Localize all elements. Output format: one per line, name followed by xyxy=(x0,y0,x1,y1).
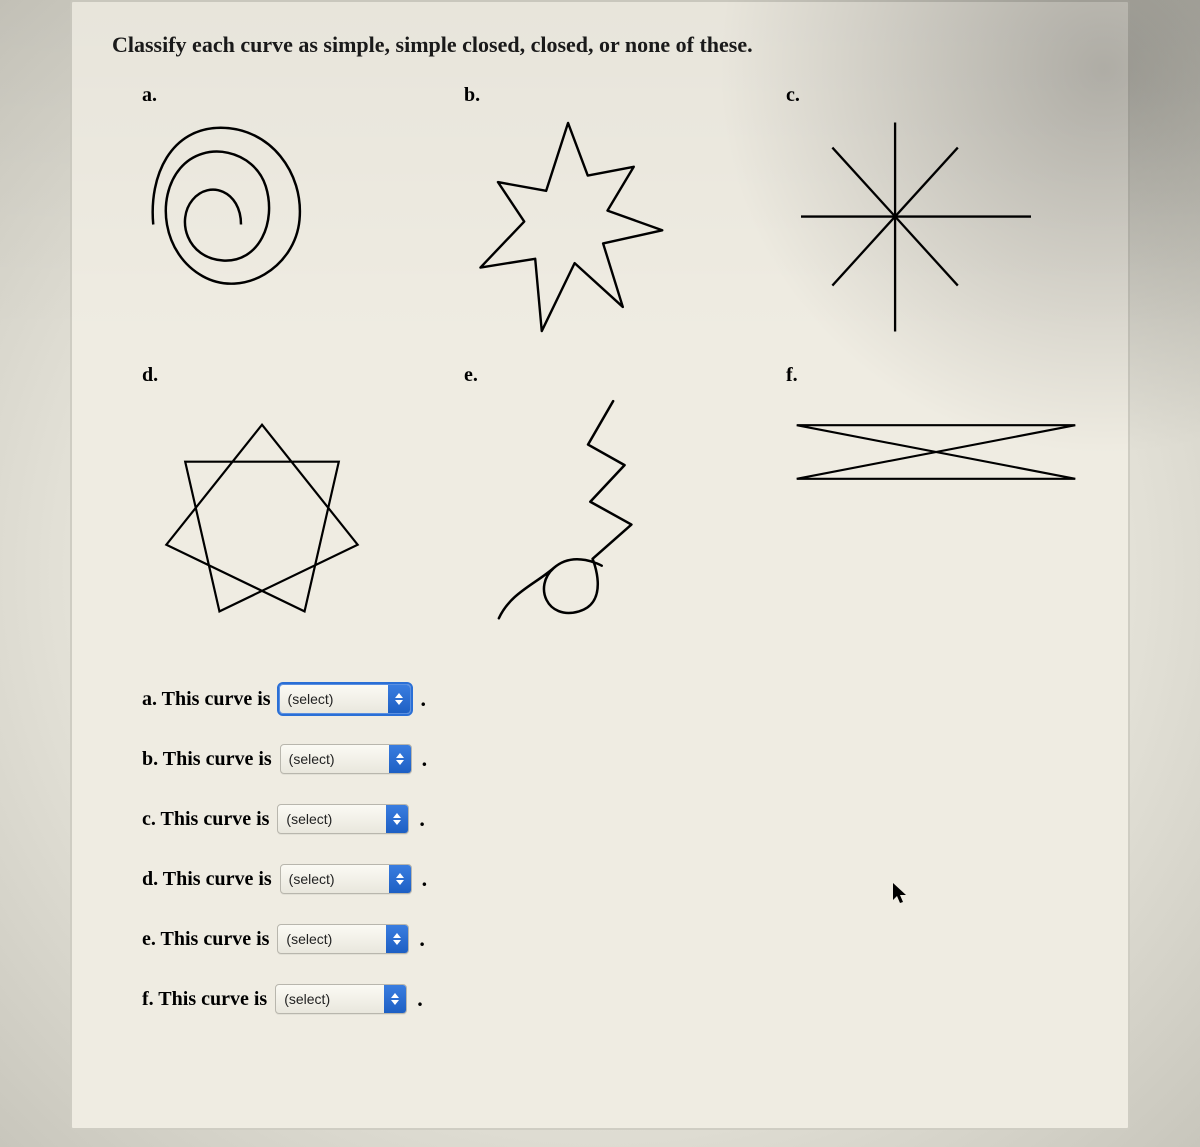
period: . xyxy=(419,806,425,832)
figure-label-e: e. xyxy=(464,364,478,387)
select-stepper-icon[interactable] xyxy=(389,865,411,893)
answer-label-a: a. This curve is xyxy=(142,688,271,711)
select-placeholder: (select) xyxy=(278,805,386,833)
period: . xyxy=(419,926,425,952)
select-stepper-icon[interactable] xyxy=(386,805,408,833)
period: . xyxy=(422,746,428,772)
answer-select-b[interactable]: (select) xyxy=(280,744,412,774)
select-placeholder: (select) xyxy=(281,865,389,893)
figure-f-bowtie xyxy=(786,392,1086,512)
period: . xyxy=(422,866,428,892)
figure-label-a: a. xyxy=(142,84,157,107)
mouse-cursor-icon xyxy=(892,882,910,906)
figure-label-b: b. xyxy=(464,84,480,107)
answer-row-a: a. This curve is (select). xyxy=(142,684,1088,714)
question-card: Classify each curve as simple, simple cl… xyxy=(70,0,1130,1130)
answer-list: a. This curve is(select).b. This curve i… xyxy=(142,684,1088,1014)
question-prompt: Classify each curve as simple, simple cl… xyxy=(112,32,1088,58)
period: . xyxy=(421,686,427,712)
answer-label-e: e. This curve is xyxy=(142,928,269,951)
figure-cell-f: f. xyxy=(786,364,1088,644)
figure-e-squiggle xyxy=(464,392,664,632)
figure-a-spiral xyxy=(142,112,322,292)
answer-row-e: e. This curve is (select). xyxy=(142,924,1088,954)
answer-select-f[interactable]: (select) xyxy=(275,984,407,1014)
answer-label-f: f. This curve is xyxy=(142,988,267,1011)
figure-d-heptagram xyxy=(142,392,382,632)
select-placeholder: (select) xyxy=(276,985,384,1013)
answer-row-d: d. This curve is (select). xyxy=(142,864,1088,894)
select-stepper-icon[interactable] xyxy=(389,745,411,773)
figure-cell-e: e. xyxy=(464,364,766,644)
answer-select-d[interactable]: (select) xyxy=(280,864,412,894)
select-placeholder: (select) xyxy=(280,685,388,713)
figure-label-d: d. xyxy=(142,364,158,387)
select-placeholder: (select) xyxy=(278,925,386,953)
answer-label-d: d. This curve is xyxy=(142,868,272,891)
select-placeholder: (select) xyxy=(281,745,389,773)
figure-cell-a: a. xyxy=(142,84,444,344)
answer-select-a[interactable]: (select) xyxy=(279,684,411,714)
figure-label-f: f. xyxy=(786,364,798,387)
select-stepper-icon[interactable] xyxy=(388,685,410,713)
answer-row-f: f. This curve is (select). xyxy=(142,984,1088,1014)
answer-select-e[interactable]: (select) xyxy=(277,924,409,954)
answer-label-c: c. This curve is xyxy=(142,808,269,831)
figure-label-c: c. xyxy=(786,84,800,107)
answer-row-c: c. This curve is (select). xyxy=(142,804,1088,834)
figure-cell-b: b. xyxy=(464,84,766,344)
answer-select-c[interactable]: (select) xyxy=(277,804,409,834)
select-stepper-icon[interactable] xyxy=(384,985,406,1013)
figure-c-asterisk xyxy=(786,112,1046,342)
period: . xyxy=(417,986,423,1012)
answer-row-b: b. This curve is (select). xyxy=(142,744,1088,774)
select-stepper-icon[interactable] xyxy=(386,925,408,953)
figure-cell-c: c. xyxy=(786,84,1088,344)
figure-cell-d: d. xyxy=(142,364,444,644)
figure-b-star xyxy=(464,112,694,342)
figure-grid: a. b. c. d. e. xyxy=(142,84,1088,644)
answer-label-b: b. This curve is xyxy=(142,748,272,771)
